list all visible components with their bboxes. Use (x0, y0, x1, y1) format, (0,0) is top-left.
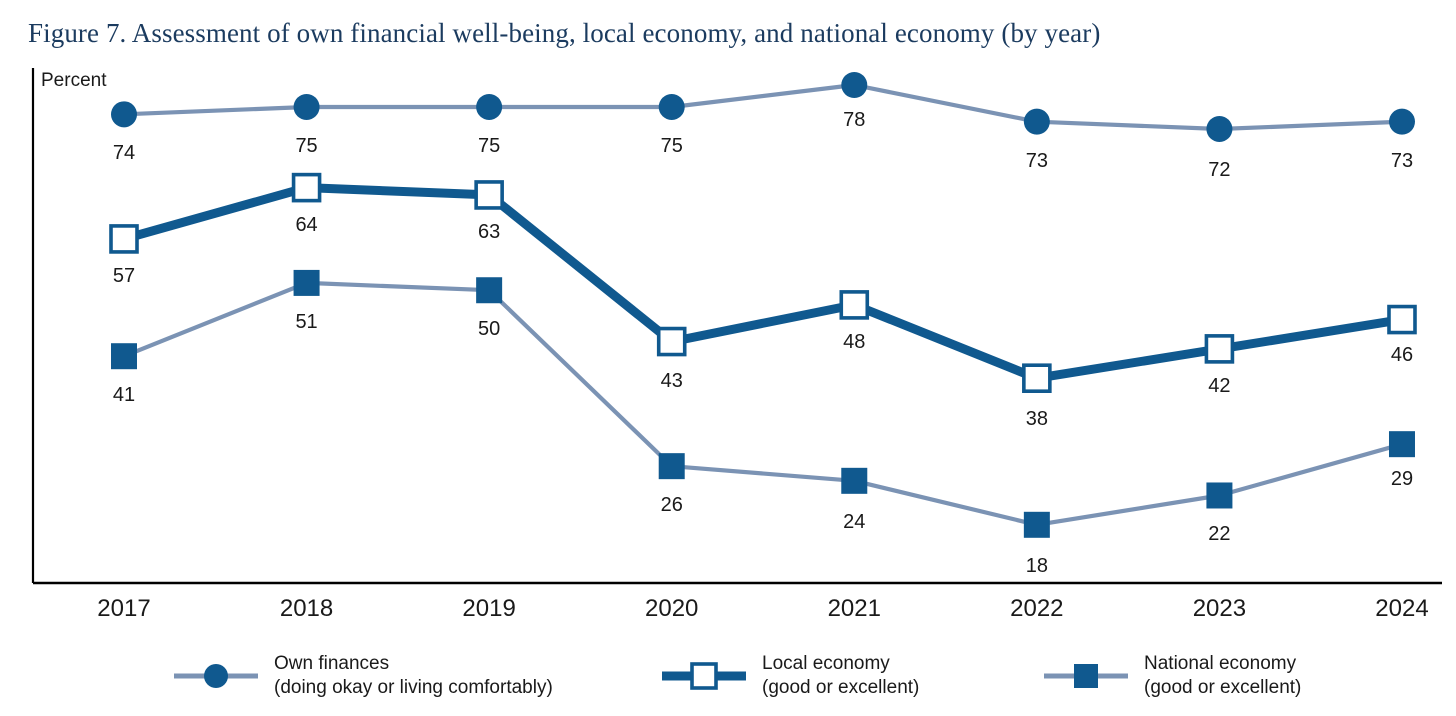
data-label: 43 (660, 369, 683, 392)
data-label: 63 (478, 220, 501, 243)
x-tick-label: 2023 (1192, 595, 1247, 622)
data-label: 18 (1025, 554, 1048, 577)
chart-legend: Own finances (doing okay or living comfor… (0, 652, 1456, 716)
y-axis-unit-label: Percent (41, 70, 107, 91)
data-label: 50 (478, 318, 501, 341)
legend-label-line2: (good or excellent) (762, 676, 920, 698)
legend-label: National economy (good or excellent) (1144, 652, 1301, 700)
series-filled-square (111, 269, 1415, 538)
line-chart: Percent 2017 2018 2019 2020 2021 2022 2023 2024… (31, 68, 1442, 622)
data-label: 46 (1390, 343, 1414, 366)
legend-label: Local economy (good or excellent) (762, 652, 919, 700)
x-tick-label: 2018 (279, 595, 334, 622)
data-label: 75 (478, 134, 501, 157)
data-label: 29 (1390, 468, 1414, 491)
chart-plot-svg (31, 68, 1442, 585)
data-label: 41 (112, 384, 136, 407)
legend-label-line2: (good or excellent) (1144, 676, 1302, 698)
legend-item-own-finances[interactable]: Own finances (doing okay or living comfor… (170, 652, 553, 700)
legend-item-national-economy[interactable]: National economy (good or excellent) (1040, 652, 1301, 700)
data-label: 72 (1208, 158, 1231, 181)
data-label: 57 (112, 264, 136, 287)
legend-label-line1: Own finances (274, 653, 390, 674)
data-label: 26 (660, 494, 683, 517)
data-label: 42 (1208, 374, 1231, 397)
data-label: 73 (1025, 149, 1048, 172)
legend-label-line1: Local economy (762, 653, 890, 674)
data-label: 78 (843, 109, 866, 131)
data-label: 73 (1390, 149, 1414, 172)
data-label: 64 (295, 213, 318, 236)
x-tick-label: 2017 (97, 595, 151, 622)
legend-label-line1: National economy (1144, 653, 1297, 674)
data-label: 51 (295, 310, 318, 333)
x-tick-label: 2021 (827, 595, 881, 622)
legend-item-local-economy[interactable]: Local economy (good or excellent) (658, 652, 919, 700)
data-label: 75 (660, 134, 683, 157)
filled-circle-icon (174, 663, 258, 688)
series-filled-circle (111, 72, 1415, 142)
data-label: 22 (1208, 523, 1231, 546)
legend-label: Own finances (doing okay or living comfor… (274, 652, 553, 700)
x-tick-label: 2024 (1375, 595, 1429, 622)
page-title: Figure 7. Assessment of own financial we… (28, 18, 1101, 48)
data-label: 24 (843, 510, 866, 533)
legend-label-line2: (doing okay or living comfortably) (274, 676, 553, 698)
data-label: 48 (843, 330, 866, 353)
x-tick-label: 2022 (1010, 595, 1064, 622)
x-tick-label: 2020 (645, 595, 699, 622)
hollow-square-icon (662, 661, 746, 690)
data-label: 74 (112, 142, 136, 165)
data-label: 38 (1025, 408, 1048, 431)
data-label: 75 (295, 134, 318, 157)
x-tick-label: 2019 (462, 595, 516, 622)
filled-square-icon (1044, 663, 1128, 688)
series-hollow-square (109, 172, 1417, 394)
